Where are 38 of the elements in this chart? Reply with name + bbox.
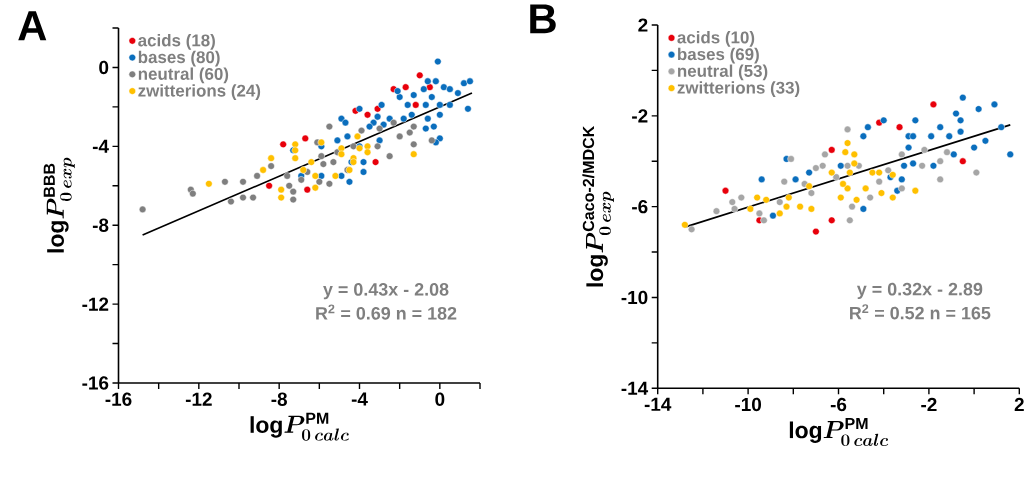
y-tick-label: -14 — [621, 381, 649, 395]
y-tick-label: -6 — [632, 199, 648, 214]
x-tick-label: -10 — [735, 397, 761, 412]
x-tick-label: 2 — [1014, 397, 1024, 412]
y-tick-label: -2 — [632, 109, 648, 123]
annotation: R$^{2}$ = 0.52 n = 165 — [850, 304, 991, 320]
annotation: R$^{2}$ = 0.69 n = 182 — [316, 304, 457, 320]
y-axis-title: $\mathrm{log}P^{\text{Caco-2/MDCK}}_{0\,exp}$ — [582, 125, 614, 287]
y-tick-label: 0 — [99, 60, 109, 75]
y-tick-label: 2 — [638, 18, 648, 32]
chart-title: A — [18, 11, 47, 41]
x-tick-label: 0 — [435, 392, 445, 406]
chart-title: B — [530, 4, 556, 34]
x-tick-label: -14 — [644, 397, 672, 411]
legend-label: bases (69) — [678, 47, 759, 64]
x-tick-label: -12 — [185, 392, 212, 406]
y-axis-title: $\mathrm{log}P^{\mathrm{BBB}}_{0\,exp}$ — [43, 157, 75, 253]
x-tick-label: -4 — [351, 392, 368, 406]
x-tick-label: -8 — [271, 392, 287, 406]
legend-label: acids (10) — [677, 31, 755, 47]
y-tick-label: -8 — [92, 218, 109, 232]
legend-label: bases (80) — [138, 50, 220, 67]
x-tick-label: -6 — [830, 397, 847, 412]
x-tick-label: -16 — [105, 392, 132, 406]
x-axis-title: $\mathrm{log}P^{\mathrm{PM}}_{0\,calc}$ — [250, 412, 349, 441]
y-tick-label: -4 — [92, 139, 109, 153]
y-tick-label: -10 — [621, 290, 648, 305]
annotation: y = 0.32x - 2.89 — [856, 282, 983, 300]
legend-label: zwitterions (33) — [677, 81, 800, 98]
legend-label: neutral (53) — [678, 64, 768, 81]
x-axis-title: $\mathrm{log}P^{\mathrm{PM}}_{0\,calc}$ — [789, 418, 889, 446]
legend-label: neutral (60) — [138, 67, 229, 84]
y-tick-label: -16 — [82, 376, 109, 390]
y-tick-label: -12 — [82, 297, 109, 311]
annotation: y = 0.43x - 2.08 — [323, 283, 449, 300]
legend-label: zwitterions (24) — [138, 84, 261, 100]
legend-label: acids (18) — [138, 33, 215, 50]
x-tick-label: -2 — [921, 397, 937, 412]
